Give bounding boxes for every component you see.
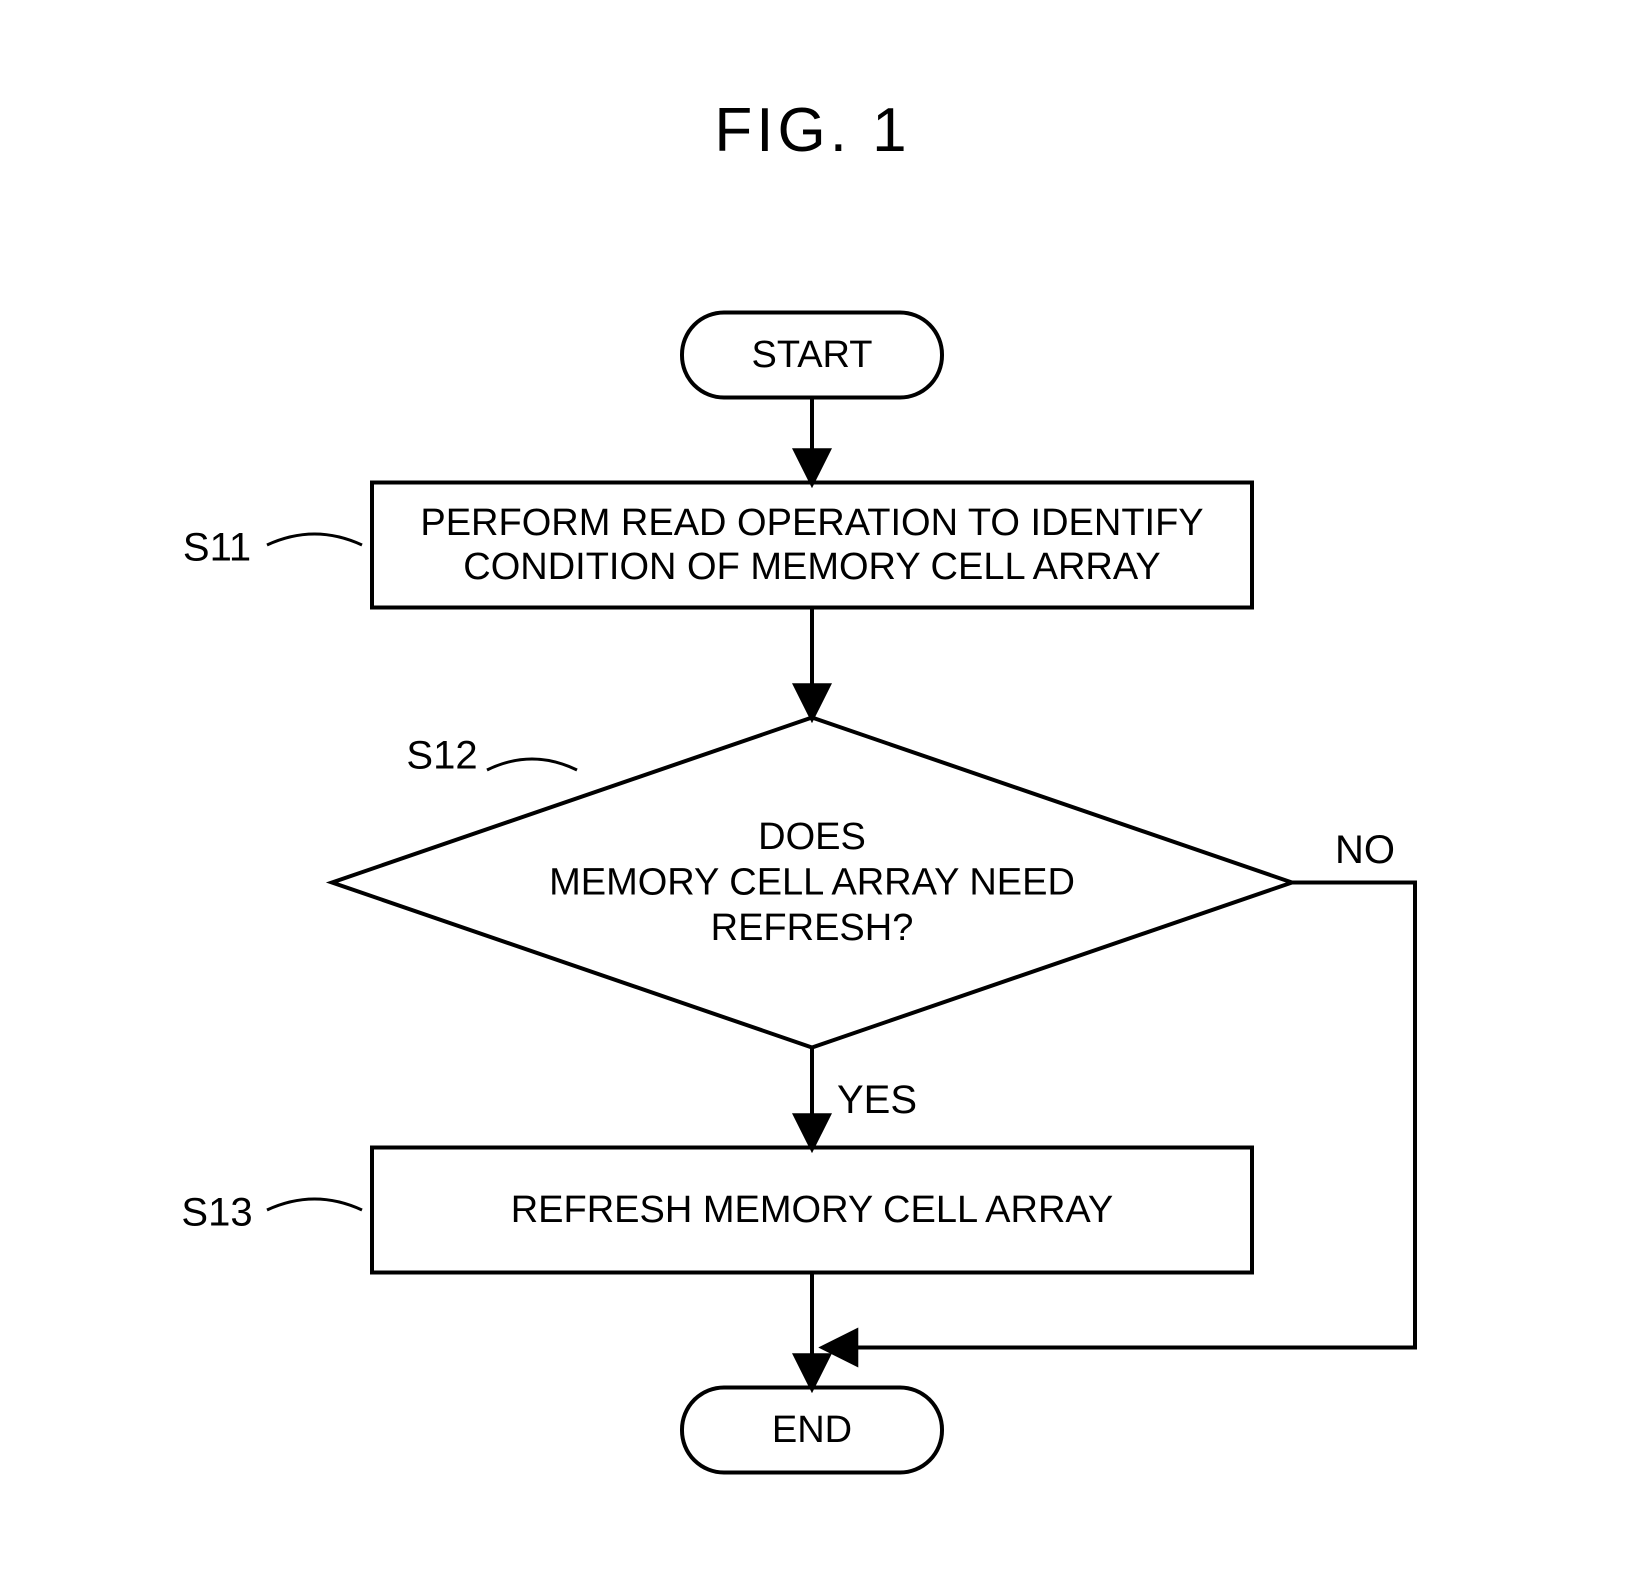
start-terminal-label: START: [751, 334, 872, 376]
label-no: NO: [1335, 828, 1395, 872]
ref-s11: S11: [183, 526, 251, 570]
decision-s12-text-2: REFRESH?: [711, 907, 914, 949]
process-s13-text-0: REFRESH MEMORY CELL ARRAY: [511, 1189, 1114, 1231]
ref-s12: S12: [406, 734, 477, 778]
ref-s13: S13: [181, 1191, 252, 1235]
decision-s12-text-0: DOES: [758, 816, 866, 858]
ref-s13-leader: [267, 1199, 362, 1210]
process-s11-text-1: CONDITION OF MEMORY CELL ARRAY: [463, 546, 1161, 588]
label-yes: YES: [837, 1078, 917, 1122]
770: [487, 759, 577, 770]
end-terminal-label: END: [772, 1409, 852, 1451]
process-s11-text-0: PERFORM READ OPERATION TO IDENTIFY: [420, 502, 1203, 544]
decision-s12-text-1: MEMORY CELL ARRAY NEED: [549, 862, 1075, 904]
ref-s11-leader: [267, 534, 362, 545]
flowchart-diagram: START PERFORM READ OPERATION TO IDENTIFYC…: [0, 0, 1625, 1569]
